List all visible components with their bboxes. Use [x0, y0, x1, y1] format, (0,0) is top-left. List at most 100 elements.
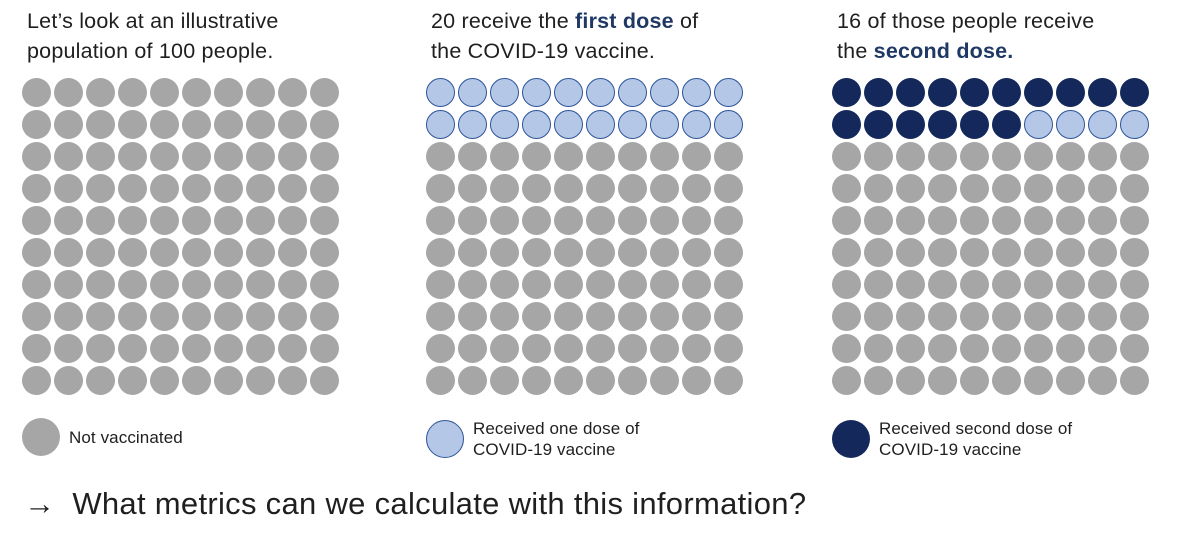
person-dot-not-vaccinated	[1024, 142, 1053, 171]
person-dot-not-vaccinated	[650, 302, 679, 331]
person-dot-not-vaccinated	[310, 238, 339, 267]
person-dot-not-vaccinated	[246, 142, 275, 171]
person-dot-not-vaccinated	[618, 270, 647, 299]
person-dot-not-vaccinated	[150, 238, 179, 267]
person-dot-not-vaccinated	[182, 206, 211, 235]
person-dot-not-vaccinated	[960, 302, 989, 331]
person-dot-not-vaccinated	[618, 302, 647, 331]
person-dot-not-vaccinated	[214, 174, 243, 203]
waffle-grid	[832, 78, 1149, 395]
person-dot-not-vaccinated	[522, 142, 551, 171]
person-dot-not-vaccinated	[682, 334, 711, 363]
person-dot-not-vaccinated	[310, 110, 339, 139]
person-dot-not-vaccinated	[896, 334, 925, 363]
person-dot-not-vaccinated	[310, 334, 339, 363]
person-dot-not-vaccinated	[150, 110, 179, 139]
person-dot-not-vaccinated	[992, 270, 1021, 299]
person-dot-not-vaccinated	[490, 174, 519, 203]
person-dot-not-vaccinated	[618, 366, 647, 395]
person-dot-not-vaccinated	[1120, 270, 1149, 299]
person-dot-not-vaccinated	[54, 206, 83, 235]
header-text: 16 of those people receive	[837, 9, 1095, 33]
person-dot-not-vaccinated	[682, 142, 711, 171]
person-dot-not-vaccinated	[650, 334, 679, 363]
person-dot-not-vaccinated	[960, 174, 989, 203]
person-dot-not-vaccinated	[214, 78, 243, 107]
person-dot-second-dose	[960, 78, 989, 107]
person-dot-not-vaccinated	[896, 270, 925, 299]
person-dot-one-dose	[714, 78, 743, 107]
person-dot-second-dose	[864, 110, 893, 139]
person-dot-not-vaccinated	[864, 334, 893, 363]
person-dot-not-vaccinated	[992, 238, 1021, 267]
person-dot-not-vaccinated	[490, 366, 519, 395]
person-dot-not-vaccinated	[832, 302, 861, 331]
person-dot-not-vaccinated	[458, 302, 487, 331]
person-dot-second-dose	[1120, 78, 1149, 107]
person-dot-second-dose	[1056, 78, 1085, 107]
person-dot-not-vaccinated	[458, 366, 487, 395]
person-dot-not-vaccinated	[928, 270, 957, 299]
person-dot-not-vaccinated	[458, 142, 487, 171]
person-dot-not-vaccinated	[650, 366, 679, 395]
person-dot-not-vaccinated	[1088, 174, 1117, 203]
question-text: What metrics can we calculate with this …	[72, 486, 807, 521]
person-dot-not-vaccinated	[1120, 174, 1149, 203]
person-dot-not-vaccinated	[522, 366, 551, 395]
person-dot-not-vaccinated	[214, 238, 243, 267]
person-dot-not-vaccinated	[1024, 270, 1053, 299]
legend-swatch-not-vaccinated	[22, 418, 60, 456]
person-dot-not-vaccinated	[832, 270, 861, 299]
legend-label-line: Received one dose of	[473, 419, 640, 438]
person-dot-one-dose	[586, 110, 615, 139]
person-dot-not-vaccinated	[864, 302, 893, 331]
person-dot-not-vaccinated	[1120, 142, 1149, 171]
person-dot-not-vaccinated	[650, 142, 679, 171]
person-dot-not-vaccinated	[246, 366, 275, 395]
waffle-grid	[22, 78, 339, 395]
legend-label-line: Received second dose of	[879, 419, 1073, 438]
person-dot-second-dose	[896, 110, 925, 139]
person-dot-not-vaccinated	[992, 366, 1021, 395]
person-dot-one-dose	[522, 110, 551, 139]
person-dot-one-dose	[618, 110, 647, 139]
person-dot-second-dose	[864, 78, 893, 107]
person-dot-not-vaccinated	[864, 174, 893, 203]
person-dot-not-vaccinated	[182, 110, 211, 139]
person-dot-not-vaccinated	[278, 110, 307, 139]
person-dot-not-vaccinated	[246, 238, 275, 267]
person-dot-not-vaccinated	[246, 302, 275, 331]
question-line: → What metrics can we calculate with thi…	[24, 486, 806, 522]
person-dot-not-vaccinated	[992, 334, 1021, 363]
person-dot-not-vaccinated	[54, 78, 83, 107]
person-dot-not-vaccinated	[960, 206, 989, 235]
person-dot-not-vaccinated	[278, 334, 307, 363]
person-dot-not-vaccinated	[714, 334, 743, 363]
person-dot-not-vaccinated	[1056, 238, 1085, 267]
panel-second-dose: 16 of those people receive the second dos…	[832, 6, 1166, 460]
person-dot-not-vaccinated	[1056, 206, 1085, 235]
person-dot-not-vaccinated	[150, 302, 179, 331]
person-dot-not-vaccinated	[554, 206, 583, 235]
person-dot-not-vaccinated	[310, 174, 339, 203]
person-dot-not-vaccinated	[246, 78, 275, 107]
person-dot-not-vaccinated	[618, 238, 647, 267]
person-dot-not-vaccinated	[278, 270, 307, 299]
person-dot-one-dose	[586, 78, 615, 107]
header-emphasis: second dose.	[873, 39, 1014, 63]
header-text: 20 receive the	[431, 9, 576, 33]
person-dot-not-vaccinated	[1056, 366, 1085, 395]
person-dot-one-dose	[714, 110, 743, 139]
person-dot-not-vaccinated	[896, 142, 925, 171]
person-dot-not-vaccinated	[22, 142, 51, 171]
person-dot-not-vaccinated	[490, 142, 519, 171]
person-dot-one-dose	[650, 110, 679, 139]
person-dot-not-vaccinated	[54, 270, 83, 299]
person-dot-not-vaccinated	[1056, 142, 1085, 171]
person-dot-not-vaccinated	[150, 142, 179, 171]
person-dot-not-vaccinated	[554, 174, 583, 203]
legend-label: Not vaccinated	[69, 427, 183, 448]
person-dot-not-vaccinated	[864, 366, 893, 395]
person-dot-not-vaccinated	[22, 78, 51, 107]
person-dot-not-vaccinated	[832, 366, 861, 395]
